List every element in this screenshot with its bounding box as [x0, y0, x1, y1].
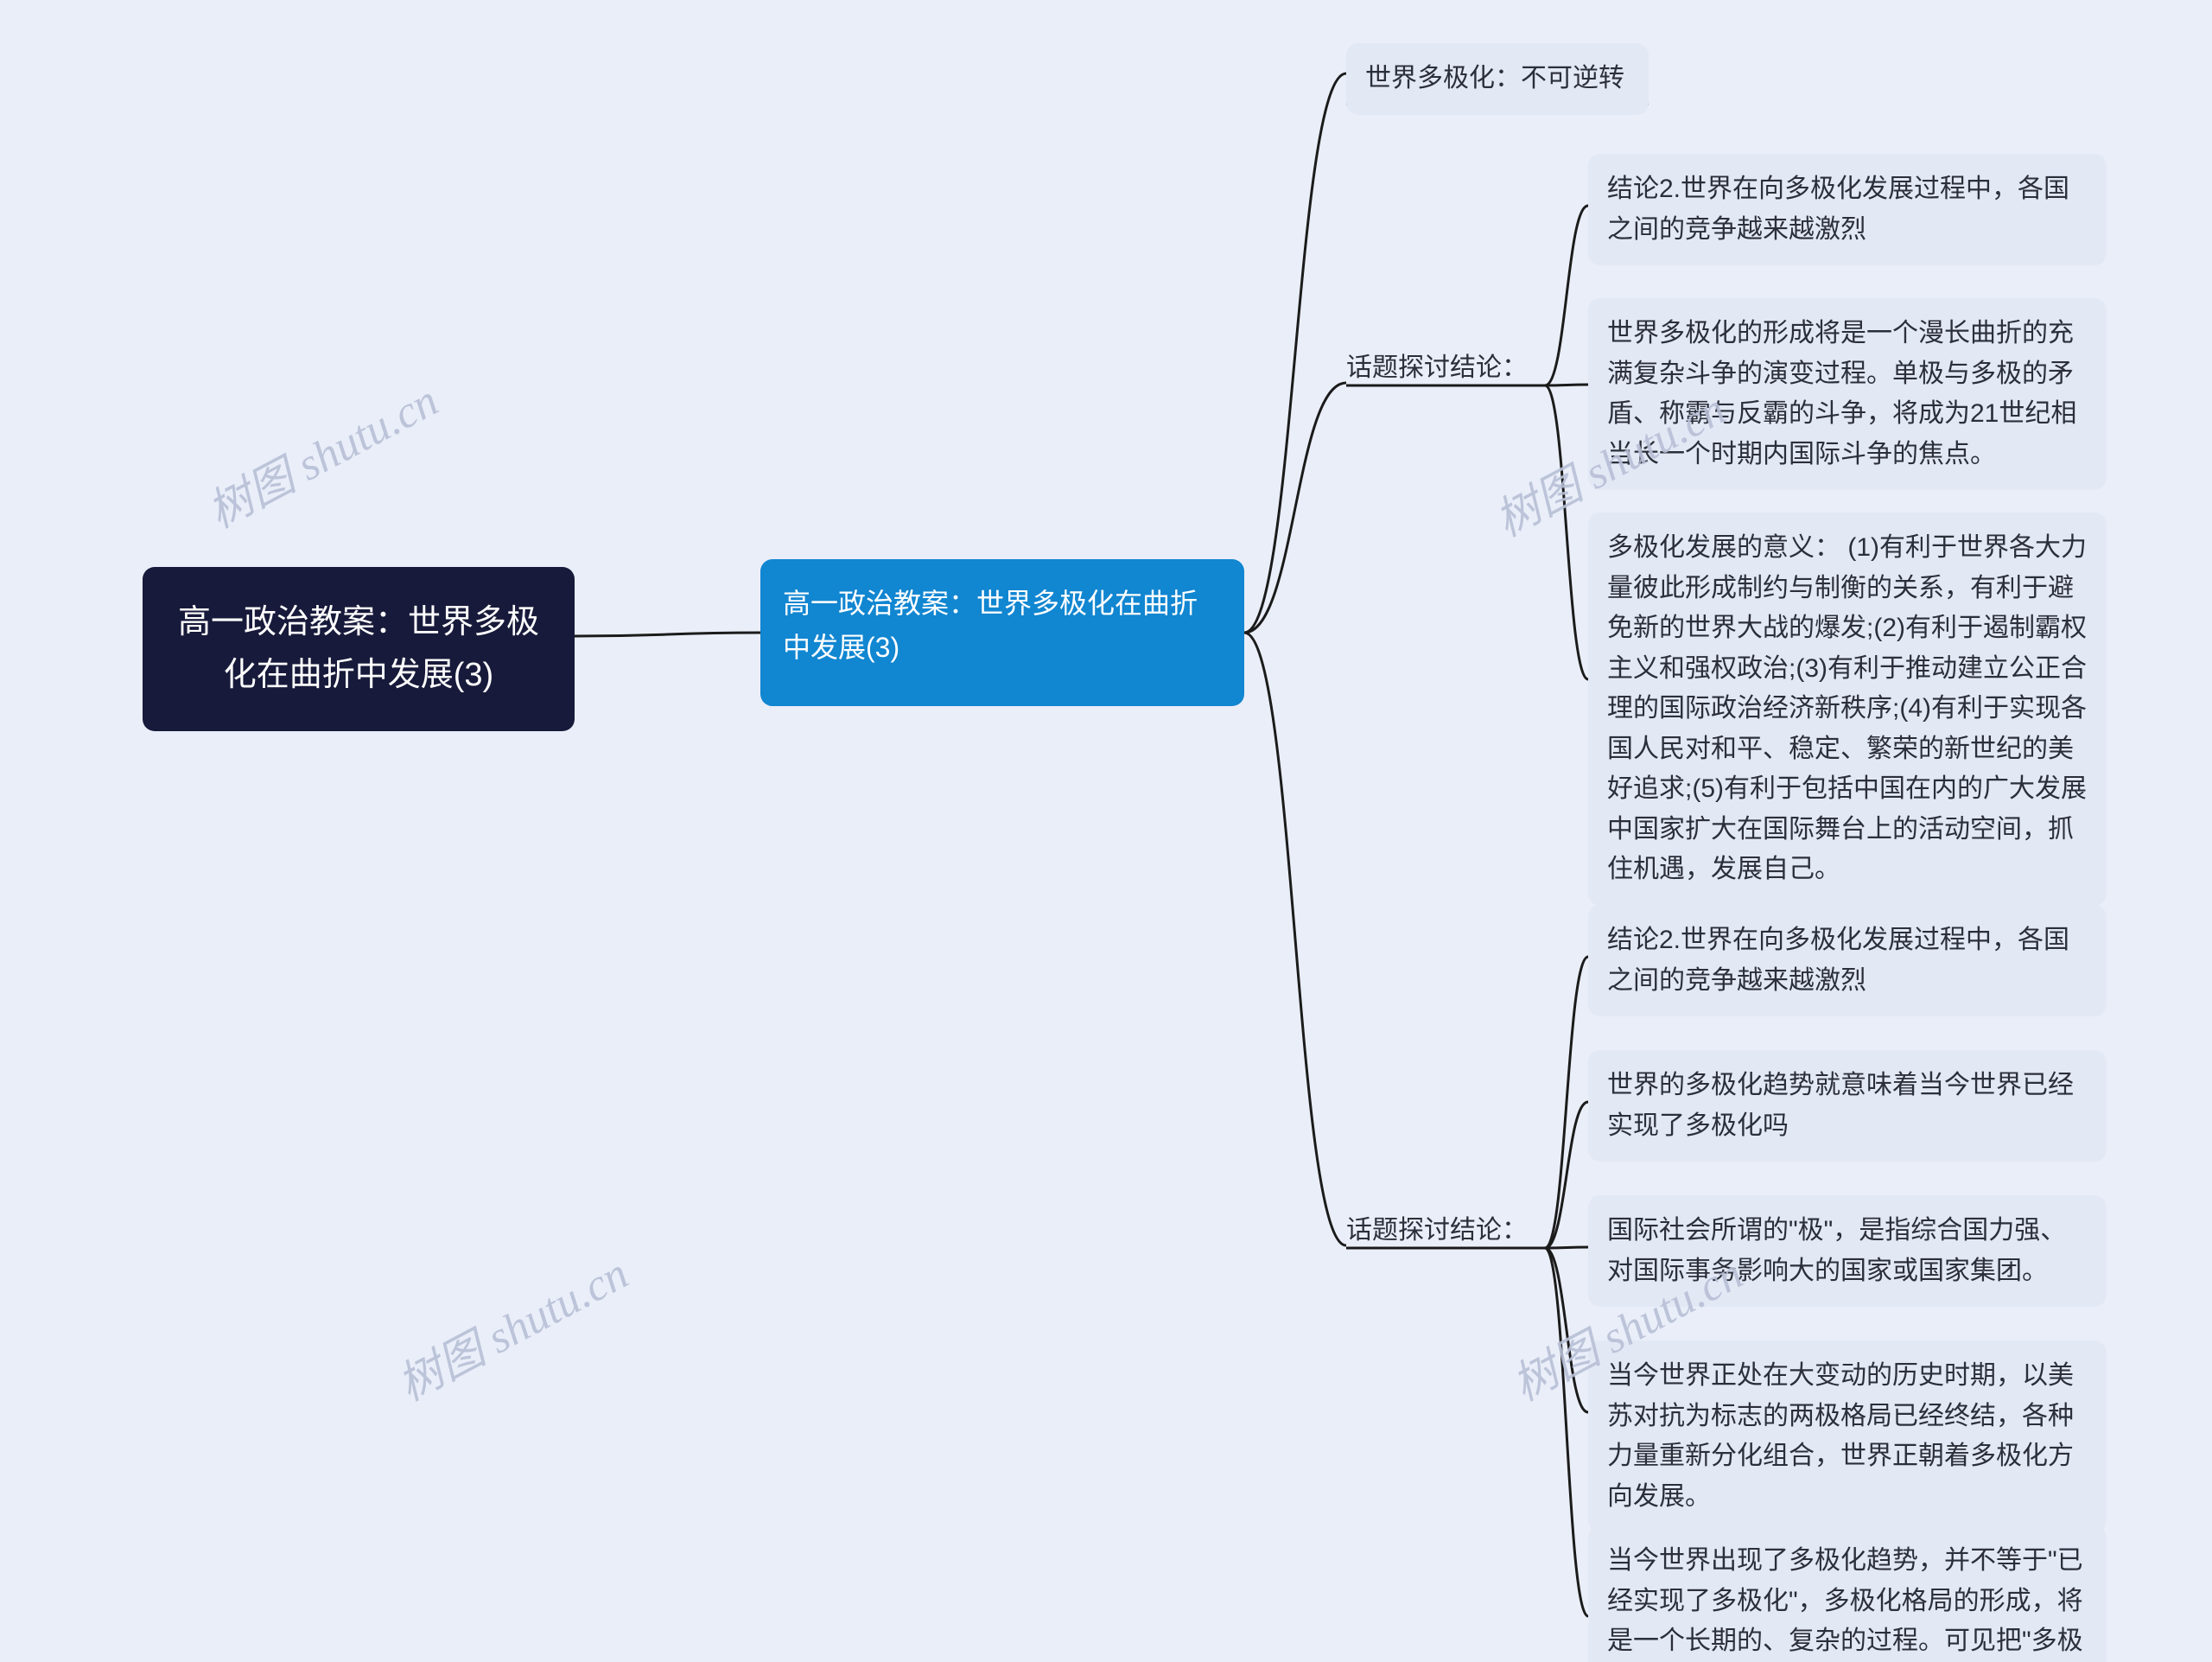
- branch-2-child-2: 世界的多极化趋势就意味着当今世界已经实现了多极化吗: [1588, 1050, 2107, 1162]
- branch-2-label: 话题探讨结论：: [1346, 1208, 1528, 1246]
- branch-1-child-2: 世界多极化的形成将是一个漫长曲折的充满复杂斗争的演变过程。单极与多极的矛盾、称霸…: [1588, 298, 2107, 490]
- leaf-top: 世界多极化：不可逆转: [1346, 43, 1649, 115]
- branch-1-child-1: 结论2.世界在向多极化发展过程中，各国之间的竞争越来越激烈: [1588, 154, 2107, 265]
- mid-text: 高一政治教案：世界多极化在曲折中发展(3): [783, 588, 1198, 663]
- watermark-3: 树图 shutu.cn: [385, 1238, 638, 1413]
- branch-2-child-1: 结论2.世界在向多极化发展过程中，各国之间的竞争越来越激烈: [1588, 905, 2107, 1016]
- branch-2-child-3: 国际社会所谓的"极"，是指综合国力强、对国际事务影响大的国家或国家集团。: [1588, 1195, 2107, 1307]
- root-node: 高一政治教案：世界多极化在曲折中发展(3): [143, 567, 575, 731]
- branch-2-child-5: 当今世界出现了多极化趋势，并不等于"已经实现了多极化"，多极化格局的形成，将是一…: [1588, 1525, 2107, 1662]
- branch-1-child-3: 多极化发展的意义： (1)有利于世界各大力量彼此形成制约与制衡的关系，有利于避免…: [1588, 513, 2107, 906]
- watermark-1: 树图 shutu.cn: [194, 365, 448, 540]
- branch-2-child-4: 当今世界正处在大变动的历史时期，以美苏对抗为标志的两极格局已经终结，各种力量重新…: [1588, 1340, 2107, 1532]
- root-text: 高一政治教案：世界多极化在曲折中发展(3): [178, 604, 539, 693]
- leaf-top-text: 世界多极化：不可逆转: [1365, 64, 1624, 92]
- branch-1-label: 话题探讨结论：: [1346, 346, 1528, 384]
- mid-node: 高一政治教案：世界多极化在曲折中发展(3): [760, 559, 1244, 706]
